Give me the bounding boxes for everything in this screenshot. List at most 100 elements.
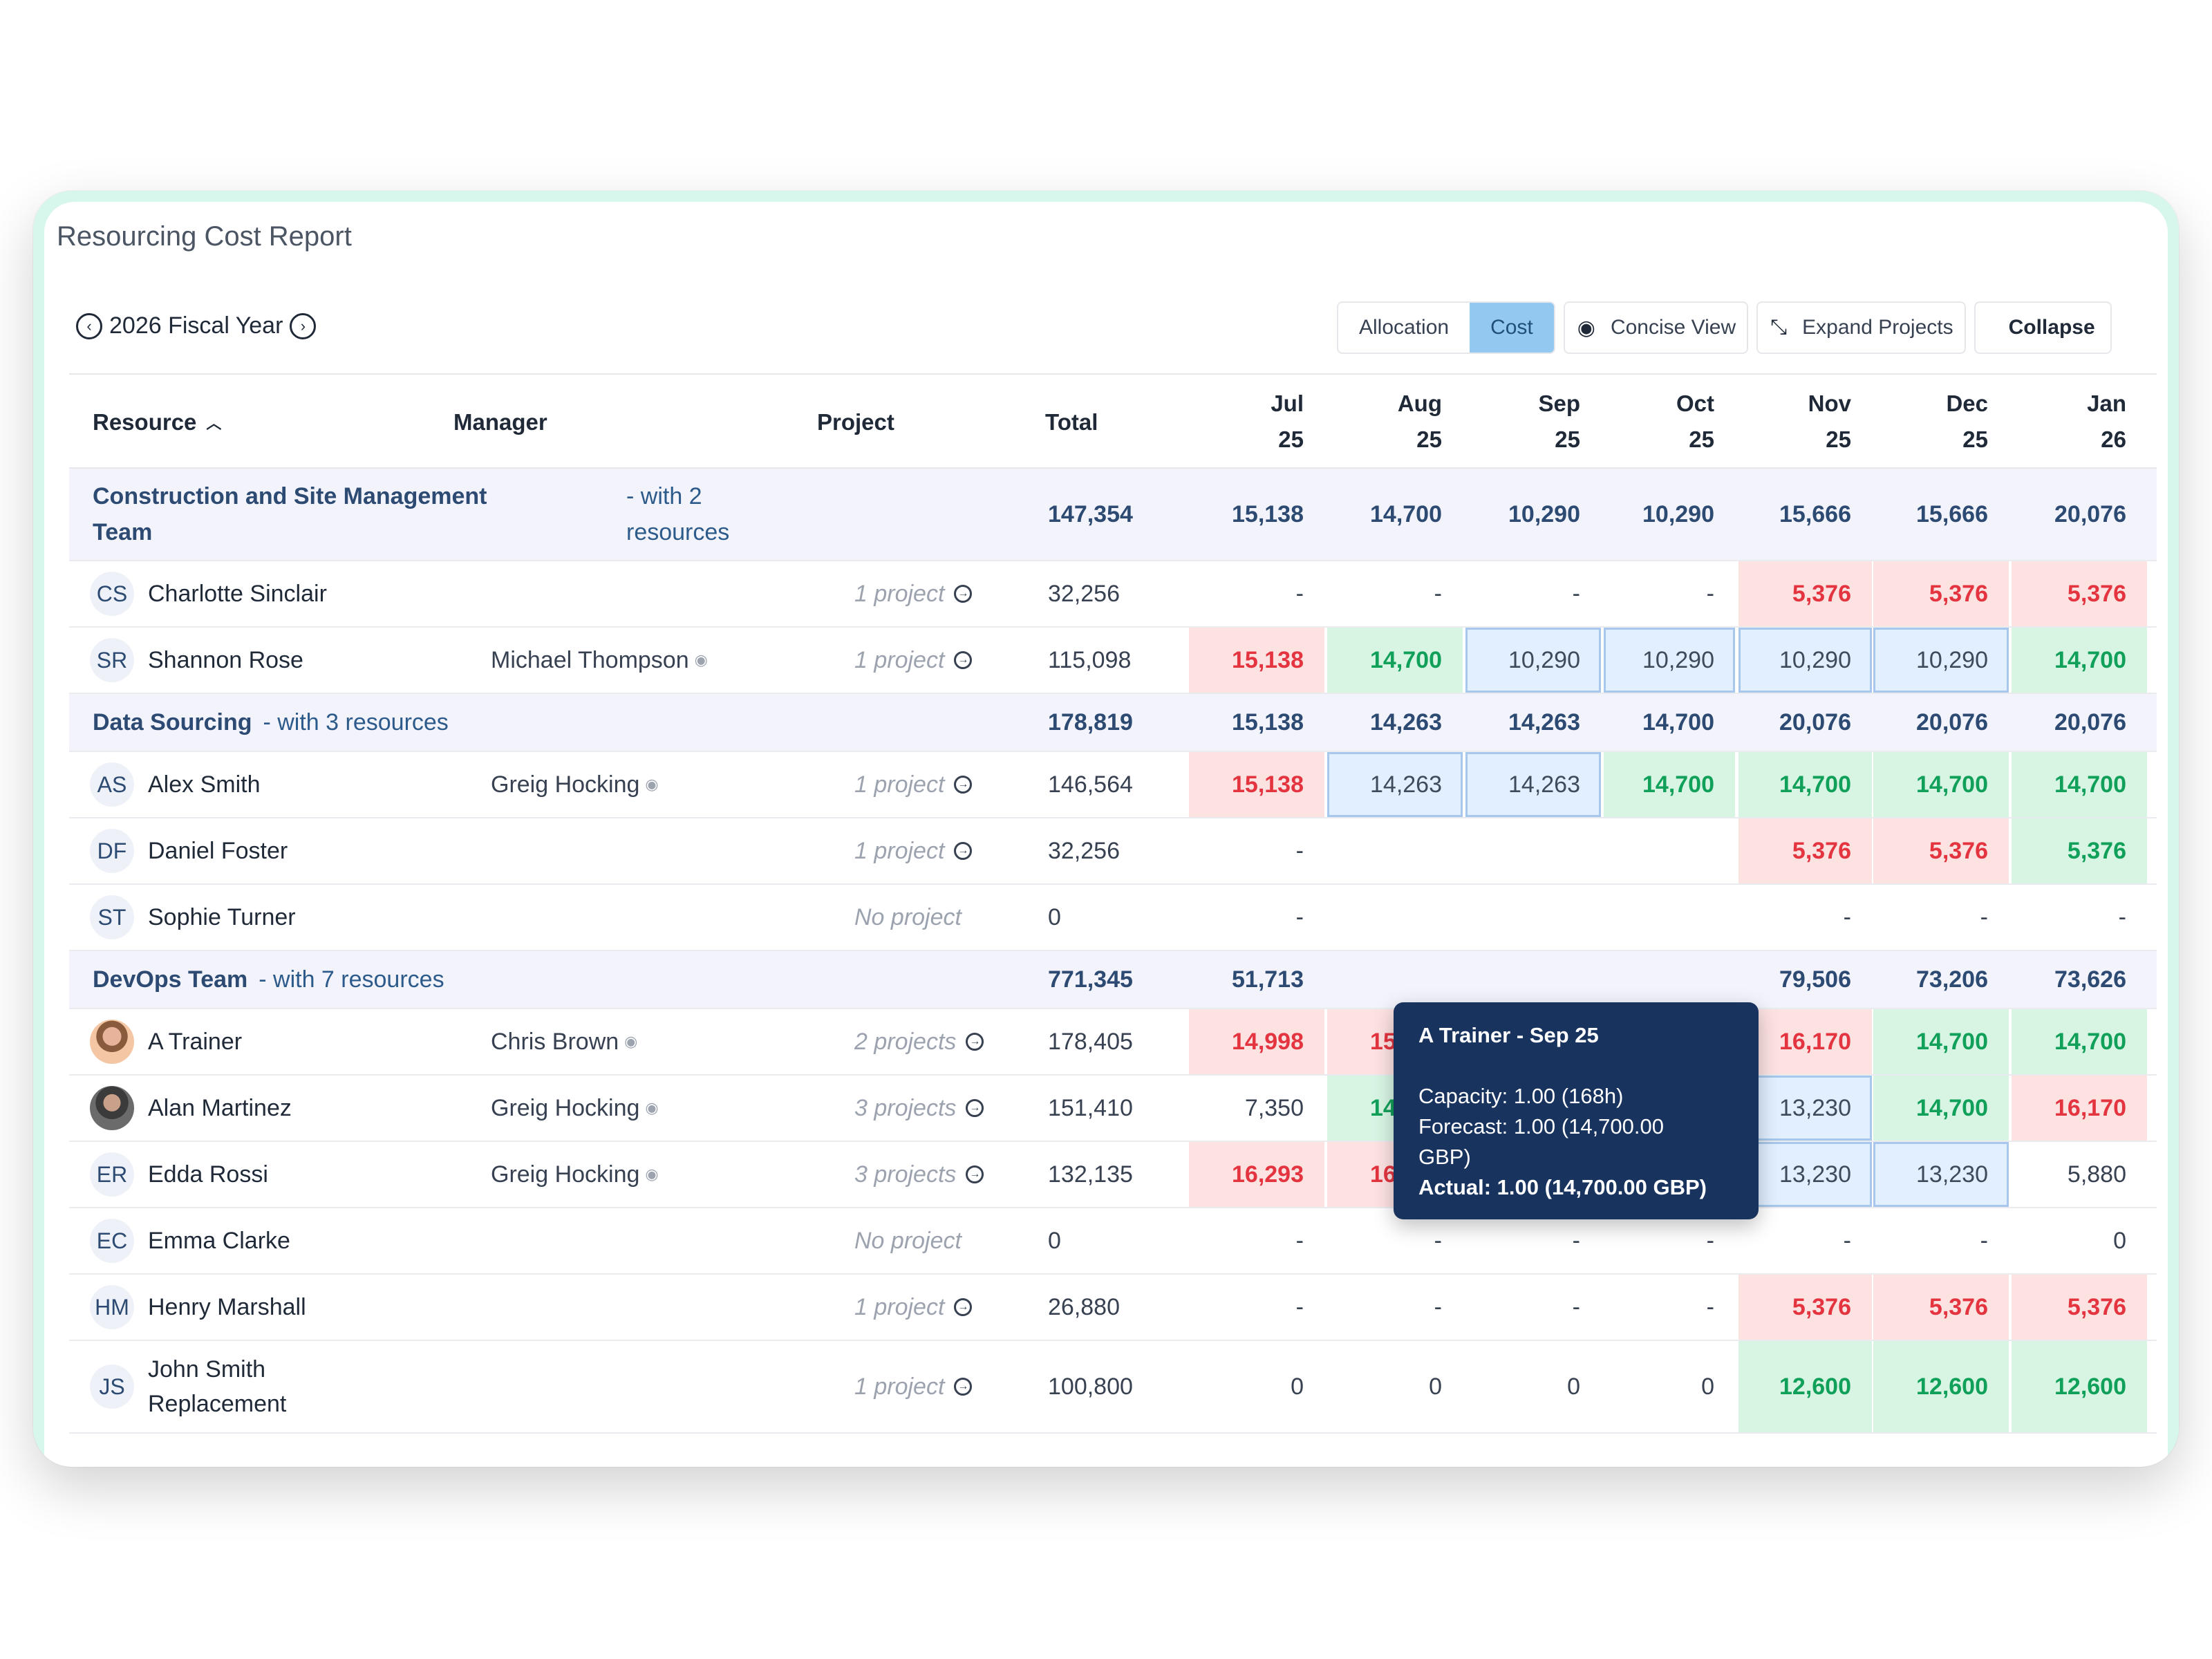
month-cost-cell[interactable]: 5,376 [1738,561,1872,626]
manager-name[interactable]: Michael Thompson ◉ [491,628,708,693]
month-cost-cell[interactable]: 5,376 [1873,561,2009,626]
open-project-icon[interactable]: → [966,1099,984,1117]
month-cost-cell[interactable]: 14,700 [2012,752,2147,817]
project-link[interactable]: 1 project → [854,752,973,817]
month-cost-cell[interactable]: 14,700 [2012,1009,2147,1074]
month-cost-cell[interactable]: 12,600 [1873,1341,2009,1432]
month-cost-cell[interactable]: 5,376 [2012,818,2147,883]
table-row[interactable]: EC Emma Clarke No project 0 - - - - - - 0 [69,1208,2157,1275]
month-cost-cell[interactable]: 13,230 [1873,1142,2009,1207]
table-row[interactable]: Alan Martinez Greig Hocking ◉ 3 projects → 15… [69,1076,2157,1142]
month-cost-cell[interactable]: - [1843,1227,1851,1254]
resource-name[interactable]: John Smith Replacement [148,1341,286,1432]
month-cost-cell[interactable]: - [1572,580,1580,607]
month-cost-cell[interactable]: 10,290 [1738,628,1872,693]
month-cost-cell[interactable]: 14,700 [1604,752,1735,817]
open-project-icon[interactable]: → [954,585,973,603]
month-cost-cell[interactable]: 0 [2113,1227,2126,1254]
resource-name[interactable]: A Trainer [148,1009,242,1074]
month-cost-cell[interactable]: 0 [1429,1373,1442,1400]
resource-name[interactable]: Edda Rossi [148,1142,268,1207]
manager-name[interactable]: Greig Hocking ◉ [491,752,659,817]
month-cost-cell[interactable]: - [1572,1227,1580,1254]
manager-name[interactable]: Greig Hocking ◉ [491,1142,659,1207]
open-project-icon[interactable]: → [966,1033,984,1051]
month-cost-cell[interactable]: 14,700 [1873,1076,2009,1141]
project-link[interactable]: 2 projects → [854,1009,984,1074]
month-cost-cell[interactable]: 12,600 [2012,1341,2147,1432]
collapse-button[interactable]: Collapse [1974,301,2112,354]
project-column-header[interactable]: Project [817,409,894,435]
table-row[interactable]: ER Edda Rossi Greig Hocking ◉ 3 projects → 132… [69,1142,2157,1208]
expand-projects-button[interactable]: ⤡ Expand Projects [1756,301,1966,354]
total-column-header[interactable]: Total [1045,409,1098,435]
month-cost-cell[interactable]: 15,138 [1189,752,1324,817]
month-cost-cell[interactable]: 5,376 [1738,1275,1872,1340]
month-cost-cell[interactable]: 14,263 [1465,752,1601,817]
project-link[interactable]: No project [854,1208,962,1273]
month-cost-cell[interactable]: - [1295,1293,1304,1320]
table-row[interactable]: CS Charlotte Sinclair 1 project → 32,256 - - - -… [69,561,2157,628]
resource-column-header[interactable]: Resource ︿ [93,409,221,435]
month-cost-cell[interactable]: 5,376 [1873,1275,2009,1340]
group-name[interactable]: Data Sourcing - with 3 resources [93,694,449,751]
month-cost-cell[interactable]: - [1706,1227,1714,1254]
resource-name[interactable]: Alan Martinez [148,1076,292,1141]
month-cost-cell[interactable]: 14,700 [2012,628,2147,693]
open-project-icon[interactable]: → [954,1378,973,1396]
month-cost-cell[interactable]: - [1295,837,1304,864]
project-link[interactable]: 1 project → [854,1341,973,1432]
month-cost-cell[interactable]: 14,700 [1327,628,1463,693]
month-cost-cell[interactable]: 0 [1567,1373,1580,1400]
month-cost-cell[interactable]: 16,170 [1738,1009,1872,1074]
month-cost-cell[interactable]: 5,376 [2012,561,2147,626]
month-cost-cell[interactable]: 5,376 [1738,818,1872,883]
month-cost-cell[interactable]: - [1434,1227,1442,1254]
table-row[interactable]: SR Shannon Rose Michael Thompson ◉ 1 project… [69,628,2157,694]
manager-name[interactable]: Chris Brown ◉ [491,1009,637,1074]
project-link[interactable]: 1 project → [854,818,973,883]
month-cost-cell[interactable]: - [1706,580,1714,607]
month-cost-cell[interactable]: 5,376 [2012,1275,2147,1340]
month-cost-cell[interactable]: - [1572,1293,1580,1320]
project-link[interactable]: 3 projects → [854,1142,984,1207]
next-year-icon[interactable]: › [290,312,317,339]
month-cost-cell[interactable]: 14,700 [1738,752,1872,817]
project-link[interactable]: 3 projects → [854,1076,984,1141]
table-row[interactable]: ST Sophie Turner No project 0 - - - - [69,885,2157,951]
month-cost-cell[interactable]: - [1295,1227,1304,1254]
resource-name[interactable]: Henry Marshall [148,1275,306,1340]
month-cost-cell[interactable]: 16,293 [1189,1142,1324,1207]
group-row[interactable]: Construction and Site Management Team - wi… [69,469,2157,561]
month-cost-cell[interactable]: 0 [1701,1373,1714,1400]
month-cost-cell[interactable]: 14,700 [1873,1009,2009,1074]
month-cost-cell[interactable]: 13,230 [1738,1142,1872,1207]
resource-name[interactable]: Charlotte Sinclair [148,561,327,626]
month-cost-cell[interactable]: 15,138 [1189,628,1324,693]
manager-column-header[interactable]: Manager [453,409,547,435]
month-cost-cell[interactable]: - [1843,903,1851,930]
resource-name[interactable]: Daniel Foster [148,818,288,883]
month-cost-cell[interactable]: 10,290 [1873,628,2009,693]
project-link[interactable]: 1 project → [854,628,973,693]
month-cost-cell[interactable]: 14,998 [1189,1009,1324,1074]
resource-name[interactable]: Sophie Turner [148,885,296,950]
month-cost-cell[interactable]: 13,230 [1738,1076,1872,1141]
cost-toggle[interactable]: Cost [1470,303,1554,353]
open-project-icon[interactable]: → [966,1165,984,1183]
month-cost-cell[interactable]: - [2118,903,2126,930]
view-manager-icon[interactable]: ◉ [645,776,659,793]
view-manager-icon[interactable]: ◉ [645,1099,659,1116]
group-name[interactable]: DevOps Team - with 7 resources [93,951,444,1008]
concise-view-button[interactable]: ◉ Concise View [1563,301,1749,354]
table-row[interactable]: HM Henry Marshall 1 project → 26,880- - - -5,37… [69,1275,2157,1341]
group-row[interactable]: DevOps Team - with 7 resources 771,345 51,7… [69,951,2157,1009]
project-link[interactable]: No project [854,885,962,950]
month-cost-cell[interactable]: 5,376 [1873,818,2009,883]
allocation-toggle[interactable]: Allocation [1359,316,1450,339]
table-row[interactable]: DF Daniel Foster 1 project → 32,256-5,376 5,3… [69,818,2157,885]
table-row[interactable]: JS John Smith Replacement 1 project → 100,800… [69,1341,2157,1434]
month-cost-cell[interactable]: - [1295,903,1304,930]
month-cost-cell[interactable]: - [1980,1227,1988,1254]
month-cost-cell[interactable]: 0 [1291,1373,1304,1400]
